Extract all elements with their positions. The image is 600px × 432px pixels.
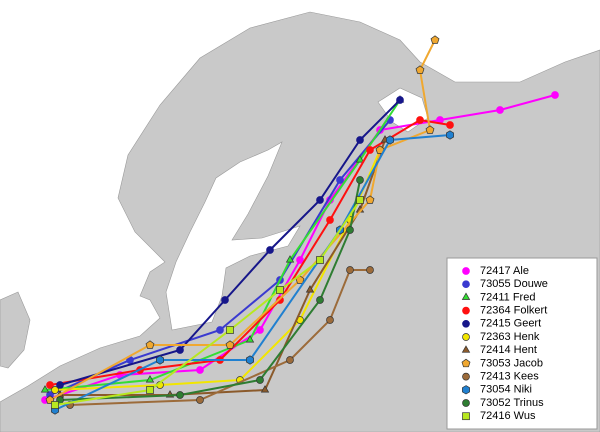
marker [461, 292, 471, 300]
legend-label: 72411 Fred [480, 291, 535, 303]
legend-label: 72413 Kees [480, 371, 539, 383]
marker [326, 216, 334, 224]
marker [425, 125, 435, 134]
marker [462, 267, 470, 275]
legend-label: 73055 Douwe [480, 278, 548, 290]
marker [256, 326, 264, 334]
track [60, 139, 386, 396]
marker [145, 375, 155, 383]
britain [0, 291, 31, 369]
marker [496, 106, 504, 114]
marker [462, 306, 470, 315]
marker [246, 355, 254, 365]
marker [551, 91, 559, 99]
marker [286, 356, 294, 364]
track [59, 179, 361, 401]
track [49, 119, 391, 396]
marker [51, 401, 59, 409]
marker [196, 396, 204, 404]
marker [446, 130, 454, 140]
marker [225, 340, 235, 349]
legend-label: 72417 Ale [480, 265, 529, 277]
track [49, 118, 451, 386]
marker [356, 136, 364, 144]
legend-label: 72416 Wus [480, 410, 536, 422]
marker [461, 358, 471, 368]
marker [316, 256, 324, 264]
legend-label: 73052 Trinus [480, 397, 544, 409]
track [54, 134, 451, 411]
marker [430, 35, 440, 44]
legend-label: 72415 Geert [480, 318, 541, 330]
legend-label: 72363 Henk [480, 331, 540, 343]
track [54, 199, 361, 406]
marker [226, 326, 234, 334]
legend-label: 72364 Folkert [480, 305, 547, 317]
marker [462, 333, 470, 341]
marker [316, 296, 324, 304]
marker [145, 340, 155, 349]
marker [176, 391, 184, 399]
marker [462, 372, 470, 381]
marker [336, 176, 344, 184]
legend-label: 73054 Niki [480, 384, 532, 396]
marker [266, 246, 274, 254]
marker [51, 386, 59, 394]
marker [375, 145, 385, 154]
marker [146, 386, 154, 394]
marker [386, 135, 394, 145]
marker [245, 335, 255, 343]
marker [462, 385, 470, 395]
marker [260, 385, 270, 393]
marker [276, 286, 284, 294]
marker [356, 196, 364, 204]
legend-box [446, 257, 598, 430]
marker [346, 226, 354, 234]
marker [221, 296, 229, 304]
marker [461, 345, 471, 353]
marker [285, 255, 295, 263]
marker [316, 196, 324, 204]
marker [396, 96, 404, 104]
baltic-sea [165, 141, 301, 331]
marker [462, 319, 470, 328]
track [44, 94, 556, 401]
marker [356, 176, 364, 184]
marker [296, 256, 304, 264]
marker [216, 326, 224, 334]
marker [355, 155, 365, 163]
marker [305, 285, 315, 293]
marker [365, 195, 375, 204]
legend-label: 73053 Jacob [480, 357, 543, 369]
marker [462, 280, 470, 289]
legend-label: 72414 Hent [480, 344, 537, 356]
marker [416, 116, 424, 124]
marker [176, 346, 184, 354]
marker [346, 266, 354, 274]
marker [256, 376, 264, 384]
marker [366, 146, 374, 154]
marker [196, 366, 204, 374]
marker [326, 316, 334, 324]
marker [46, 381, 54, 389]
marker [40, 385, 50, 393]
marker [446, 121, 454, 129]
marker [415, 65, 425, 74]
marker [462, 412, 470, 421]
marker [366, 266, 374, 274]
marker [156, 355, 164, 365]
marker [56, 381, 64, 389]
marker [462, 399, 470, 407]
